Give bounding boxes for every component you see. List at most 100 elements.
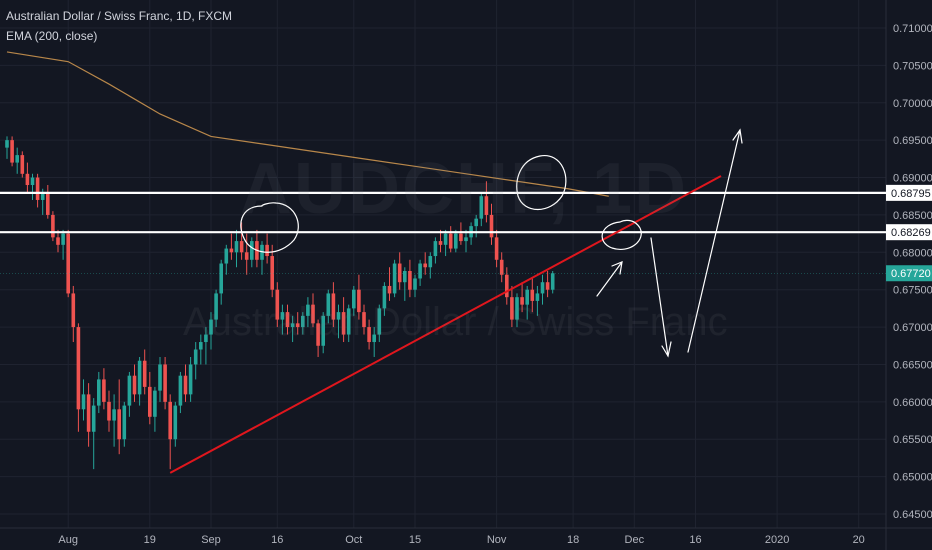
circle-annotation: [516, 155, 567, 210]
last-price-label: 0.67720: [891, 268, 931, 280]
candle-up: [540, 282, 545, 294]
symbol-title[interactable]: Australian Dollar / Swiss Franc, 1D, FXC…: [6, 9, 233, 23]
candle-down: [66, 233, 70, 294]
price-tick-label: 0.67000: [893, 322, 932, 334]
price-tick-label: 0.66000: [893, 397, 932, 409]
chart-header: Australian Dollar / Swiss Franc, 1D, FXC…: [6, 8, 232, 44]
candle-up: [112, 409, 116, 421]
time-tick-label: 18: [567, 534, 579, 546]
candle-up: [153, 390, 157, 417]
last-price-tag: [886, 265, 932, 282]
candle-down: [423, 263, 427, 268]
candle-down: [484, 196, 489, 215]
candle-down: [265, 244, 269, 257]
candle-down: [163, 364, 167, 402]
price-tick-label: 0.65500: [893, 434, 932, 446]
candle-down: [183, 375, 188, 395]
projection-arrow-head: [732, 128, 743, 144]
time-tick-label: Nov: [487, 534, 507, 546]
candle-down: [148, 386, 152, 417]
price-tick-label: 0.69500: [893, 135, 932, 147]
candle-down: [311, 304, 315, 324]
candle-up: [346, 308, 351, 335]
candle-down: [71, 293, 76, 328]
candle-down: [275, 289, 280, 320]
candle-down: [362, 312, 366, 328]
candle-up: [418, 263, 422, 279]
candle-up: [91, 405, 96, 432]
candle-up: [377, 308, 382, 335]
candle-up: [535, 293, 540, 301]
level-price-label: 0.68795: [891, 188, 931, 200]
candle-up: [209, 319, 213, 335]
candle-up: [224, 248, 229, 264]
candle-up: [97, 379, 101, 406]
candle-up: [204, 334, 208, 343]
candle-down: [295, 323, 300, 328]
price-tick-label: 0.64500: [893, 509, 932, 521]
candle-down: [331, 293, 336, 320]
time-tick-label: Aug: [58, 534, 78, 546]
candle-up: [61, 233, 65, 245]
time-tick-label: 16: [271, 534, 283, 546]
time-tick-label: 20: [853, 534, 865, 546]
candle-up: [372, 334, 376, 343]
candle-up: [290, 323, 295, 328]
candle-up: [413, 278, 417, 290]
price-tick-label: 0.68500: [893, 210, 932, 222]
candle-down: [408, 271, 412, 290]
candle-down: [270, 256, 274, 290]
price-tick-label: 0.66500: [893, 359, 932, 371]
candle-down: [545, 282, 550, 290]
candle-down: [76, 327, 81, 410]
candle-down: [25, 173, 30, 186]
candle-down: [494, 237, 499, 260]
price-tick-label: 0.68000: [893, 247, 932, 259]
candle-down: [459, 233, 463, 242]
candle-up: [352, 289, 356, 309]
price-tick-label: 0.70000: [893, 98, 932, 110]
candle-down: [20, 155, 25, 174]
candle-up: [219, 263, 223, 294]
candle-down: [438, 241, 443, 245]
candle-down: [357, 289, 361, 313]
candle-down: [46, 192, 50, 215]
candle-down: [510, 297, 514, 320]
candle-up: [173, 405, 178, 440]
candle-down: [285, 312, 290, 328]
candle-down: [10, 140, 14, 163]
candle-up: [250, 241, 254, 260]
level-price-label: 0.68269: [891, 227, 931, 239]
candle-up: [158, 364, 162, 391]
candle-down: [168, 401, 172, 440]
candle-up: [550, 273, 555, 290]
candle-up: [234, 241, 239, 253]
time-tick-label: 2020: [765, 534, 789, 546]
candle-up: [81, 394, 86, 410]
candle-down: [102, 379, 106, 402]
projection-arrow: [596, 261, 623, 297]
candle-up: [525, 289, 529, 305]
candle-down: [142, 360, 147, 387]
candle-down: [316, 323, 320, 346]
candle-up: [403, 271, 407, 283]
candle-down: [244, 252, 249, 260]
time-tick-label: Sep: [201, 534, 221, 546]
name-watermark: Australian Dollar / Swiss Franc: [183, 300, 728, 344]
symbol-watermark: AUDCHF, 1D: [240, 149, 689, 229]
candle-down: [56, 237, 60, 245]
candle-up: [122, 405, 127, 440]
level-price-tag: [886, 184, 932, 201]
indicator-label[interactable]: EMA (200, close): [6, 29, 98, 43]
price-tick-label: 0.70500: [893, 60, 932, 72]
candle-up: [336, 312, 341, 320]
candle-up: [5, 140, 9, 148]
candle-down: [387, 285, 392, 294]
projection-arrow-head: [661, 341, 672, 358]
candle-down: [35, 177, 40, 200]
candle-up: [382, 285, 387, 309]
candle-down: [520, 297, 524, 305]
time-tick-label: Dec: [625, 534, 645, 546]
time-tick-label: 19: [144, 534, 156, 546]
